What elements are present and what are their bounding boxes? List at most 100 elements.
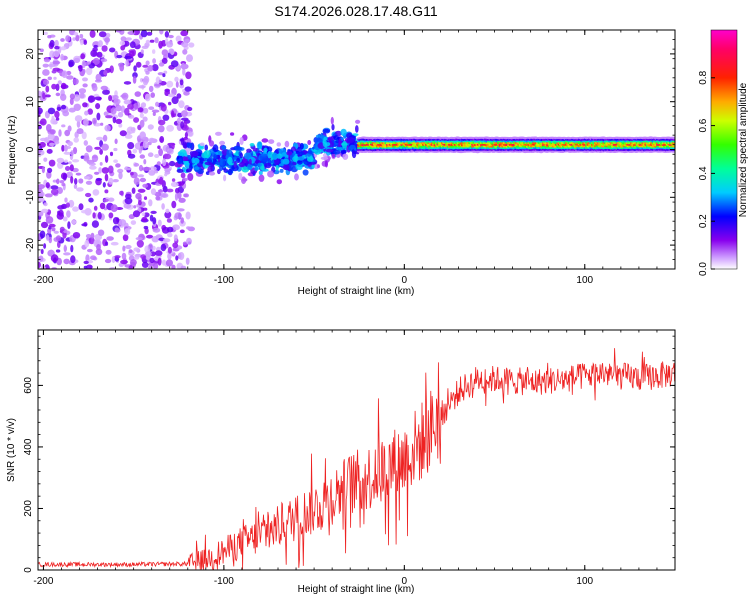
heatmap-cell bbox=[346, 137, 355, 144]
heatmap-cell bbox=[54, 39, 59, 48]
heatmap-cell bbox=[115, 118, 123, 124]
heatmap-cell bbox=[98, 167, 102, 174]
colorbar-tick-label: 0.2 bbox=[698, 214, 709, 228]
heatmap-cell bbox=[67, 125, 72, 132]
heatmap-cell bbox=[263, 147, 268, 153]
heatmap-cell bbox=[158, 62, 165, 67]
heatmap-cell bbox=[142, 116, 148, 122]
heatmap-cell bbox=[159, 30, 164, 35]
heatmap-cell bbox=[212, 144, 219, 153]
heatmap-cell bbox=[187, 131, 193, 137]
heatmap-cell bbox=[41, 166, 46, 174]
heatmap-cell bbox=[176, 168, 184, 173]
colorbar-tick-label: 0.8 bbox=[698, 70, 709, 84]
heatmap-cell bbox=[288, 162, 294, 171]
heatmap-cell bbox=[45, 234, 50, 241]
heatmap-cell bbox=[75, 34, 80, 42]
heatmap-cell bbox=[43, 202, 48, 207]
heatmap-cell bbox=[213, 154, 218, 160]
heatmap-cell bbox=[127, 142, 135, 150]
heatmap-cell bbox=[137, 107, 144, 113]
heatmap-cell bbox=[204, 161, 213, 166]
heatmap-cell bbox=[85, 234, 92, 239]
heatmap-cell bbox=[70, 150, 74, 157]
x-tick-label: 100 bbox=[576, 275, 593, 286]
heatmap-cell bbox=[125, 37, 132, 41]
heatmap-cell bbox=[671, 140, 675, 143]
heatmap-cell bbox=[164, 31, 170, 38]
heatmap-cell bbox=[48, 226, 52, 230]
heatmap-cell bbox=[38, 90, 42, 98]
y-tick-label: -10 bbox=[25, 190, 36, 205]
heatmap-cell bbox=[139, 119, 145, 128]
heatmap-cell bbox=[92, 117, 97, 125]
heatmap-cell bbox=[113, 159, 118, 163]
heatmap-cell bbox=[123, 99, 132, 105]
heatmap-cell bbox=[174, 212, 182, 220]
heatmap-cell bbox=[168, 48, 174, 54]
heatmap-cell bbox=[88, 237, 95, 245]
heatmap-cell bbox=[102, 89, 110, 95]
heatmap-cell bbox=[176, 93, 182, 99]
heatmap-cell bbox=[204, 144, 208, 151]
heatmap-cell bbox=[140, 102, 147, 108]
heatmap-cell bbox=[183, 91, 190, 96]
heatmap-cell bbox=[74, 115, 83, 122]
heatmap-cell bbox=[322, 139, 327, 148]
heatmap-cell bbox=[167, 252, 172, 260]
heatmap-cell bbox=[132, 210, 141, 218]
heatmap-cell bbox=[103, 70, 108, 76]
heatmap-cell bbox=[133, 65, 137, 72]
colorbar-tick-label: 0.4 bbox=[698, 166, 709, 180]
heatmap-cell bbox=[73, 32, 79, 36]
heatmap-cell bbox=[137, 174, 145, 178]
heatmap-cell bbox=[219, 140, 226, 146]
heatmap-cell bbox=[133, 177, 140, 186]
heatmap-cell bbox=[177, 158, 183, 165]
heatmap-cell bbox=[175, 35, 182, 43]
heatmap-cell bbox=[115, 163, 121, 168]
heatmap-cell bbox=[168, 34, 174, 39]
y-tick-label: 20 bbox=[25, 48, 36, 60]
colorbar-label: Normalized spectral amplitude bbox=[738, 82, 749, 217]
x-tick-label: -100 bbox=[214, 576, 234, 587]
heatmap-cell bbox=[104, 173, 109, 182]
heatmap-cell bbox=[148, 170, 156, 176]
heatmap-cell bbox=[113, 147, 118, 152]
heatmap-cell bbox=[221, 145, 227, 150]
heatmap-cell bbox=[166, 124, 175, 132]
heatmap-cell bbox=[85, 145, 93, 153]
heatmap-cell bbox=[163, 70, 168, 75]
heatmap-y-axis-label: Frequency (Hz) bbox=[7, 116, 18, 185]
heatmap-cell bbox=[166, 188, 174, 193]
heatmap-cell bbox=[124, 228, 131, 236]
heatmap-cell bbox=[151, 109, 160, 113]
heatmap-cell bbox=[108, 197, 115, 202]
heatmap-cell bbox=[145, 39, 151, 45]
heatmap-cell bbox=[63, 252, 71, 256]
heatmap-cell bbox=[171, 200, 177, 209]
heatmap-cell bbox=[81, 60, 86, 69]
heatmap-cell bbox=[109, 47, 116, 53]
heatmap-cell bbox=[154, 83, 162, 87]
heatmap-cell bbox=[248, 158, 252, 165]
heatmap-cell bbox=[82, 77, 88, 82]
heatmap-cell bbox=[66, 70, 72, 76]
heatmap-cell bbox=[181, 62, 186, 70]
heatmap-cell bbox=[104, 155, 109, 163]
y-tick-label: 10 bbox=[25, 96, 36, 108]
heatmap-cell bbox=[152, 49, 156, 54]
heatmap-cell bbox=[165, 259, 173, 267]
heatmap-cell bbox=[59, 226, 65, 232]
heatmap-cell bbox=[90, 49, 98, 58]
x-tick-label: -100 bbox=[214, 275, 234, 286]
heatmap-cell bbox=[43, 58, 51, 63]
heatmap-cell bbox=[338, 138, 342, 146]
heatmap-cell bbox=[276, 142, 282, 147]
heatmap-cell bbox=[182, 156, 187, 162]
heatmap-cell bbox=[104, 37, 111, 43]
heatmap-cell bbox=[39, 137, 48, 142]
heatmap-cell bbox=[238, 172, 243, 181]
heatmap-cell bbox=[73, 137, 79, 143]
heatmap-cell bbox=[261, 138, 269, 143]
